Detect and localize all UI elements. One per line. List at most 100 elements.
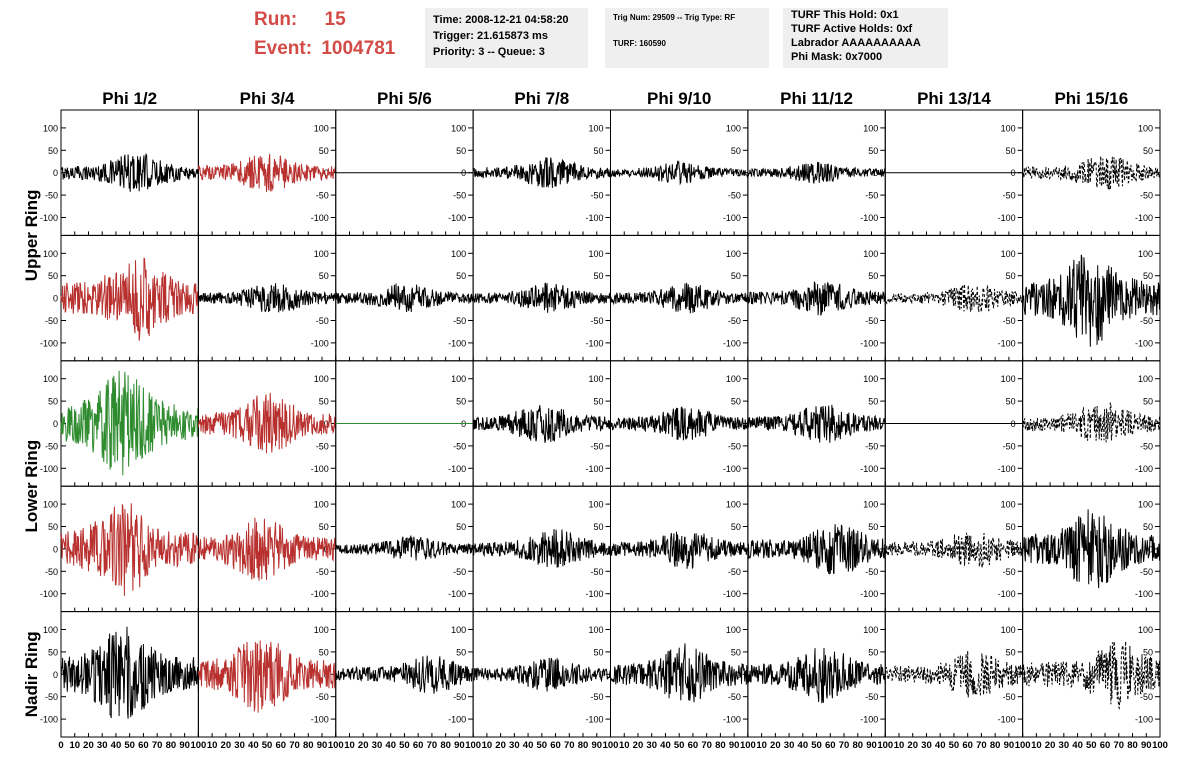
- y-tick-label: 100: [1001, 123, 1016, 133]
- y-tick-label: -50: [453, 316, 466, 326]
- x-tick-label: 80: [166, 740, 177, 751]
- x-tick-label: 50: [399, 740, 410, 751]
- x-tick-label: 20: [770, 740, 781, 751]
- x-tick-label: 70: [289, 740, 300, 751]
- x-tick-label: 10: [619, 740, 630, 751]
- x-tick-label: 70: [976, 740, 987, 751]
- x-tick-label: 10: [207, 740, 218, 751]
- y-tick-label: -100: [448, 589, 466, 599]
- x-tick-label: 70: [839, 740, 850, 751]
- waveform-trace: [747, 524, 886, 575]
- y-tick-label: -100: [998, 464, 1016, 474]
- y-tick-label: 50: [48, 271, 58, 281]
- x-tick-label: 40: [935, 740, 946, 751]
- waveform-trace: [60, 257, 199, 341]
- y-tick-label: 100: [1138, 249, 1153, 259]
- y-tick-label: -100: [585, 589, 603, 599]
- waveform-trace: [610, 406, 749, 441]
- y-tick-label: 50: [1143, 146, 1153, 156]
- y-tick-label: 0: [53, 670, 58, 680]
- y-tick-label: 0: [873, 670, 878, 680]
- y-tick-label: 0: [1148, 544, 1153, 554]
- y-tick-label: 0: [53, 544, 58, 554]
- y-tick-label: -50: [316, 191, 329, 201]
- waveform-trace: [610, 643, 749, 703]
- waveform-trace: [472, 529, 611, 568]
- x-tick-label: 60: [413, 740, 424, 751]
- y-tick-label: 0: [598, 670, 603, 680]
- y-tick-label: 50: [48, 647, 58, 657]
- labrador-line: Labrador AAAAAAAAAA: [791, 37, 921, 49]
- y-tick-label: -50: [590, 692, 603, 702]
- y-tick-label: -50: [1003, 316, 1016, 326]
- y-tick-label: -50: [45, 567, 58, 577]
- y-tick-label: 50: [1006, 146, 1016, 156]
- event-label-text: Event:: [254, 38, 313, 59]
- trig-info-box: Trig Num: 29509 -- Trig Type: RF TURF: 1…: [605, 8, 769, 68]
- y-tick-label: -50: [316, 567, 329, 577]
- y-tick-label: -100: [40, 213, 58, 223]
- y-tick-label: 50: [868, 397, 878, 407]
- y-tick-label: -50: [453, 191, 466, 201]
- y-tick-label: 100: [314, 374, 329, 384]
- x-tick-label: 30: [784, 740, 795, 751]
- x-tick-label: 10: [756, 740, 767, 751]
- y-tick-label: 100: [863, 123, 878, 133]
- x-tick-label: 40: [385, 740, 396, 751]
- waveform-trace: [60, 503, 199, 596]
- x-tick-label: 100: [328, 740, 344, 751]
- turf-info-box: TURF This Hold: 0x1 TURF Active Holds: 0…: [783, 8, 948, 68]
- y-tick-label: 100: [863, 374, 878, 384]
- y-tick-label: 50: [593, 397, 603, 407]
- y-tick-label: 50: [593, 647, 603, 657]
- waveform-trace: [472, 405, 611, 443]
- y-tick-label: -100: [723, 715, 741, 725]
- panel-r3-c4: 100 50 0 -50 -100: [472, 360, 611, 487]
- turf-hold-line: TURF This Hold: 0x1: [791, 9, 899, 21]
- x-tick-label: 10: [69, 740, 80, 751]
- y-tick-label: 100: [314, 500, 329, 510]
- y-tick-label: 100: [726, 374, 741, 384]
- y-tick-label: 100: [726, 249, 741, 259]
- y-tick-label: 0: [598, 419, 603, 429]
- waveform-trace: [610, 531, 749, 570]
- waveform-trace: [335, 655, 474, 694]
- x-tick-label: 90: [179, 740, 190, 751]
- y-tick-label: 100: [588, 249, 603, 259]
- y-tick-label: 100: [726, 500, 741, 510]
- panel-r2-c1: 100 50 0 -50 -100: [40, 234, 199, 362]
- y-tick-label: -50: [45, 441, 58, 451]
- y-tick-label: 50: [1006, 397, 1016, 407]
- y-tick-label: 100: [451, 249, 466, 259]
- y-tick-label: 50: [456, 647, 466, 657]
- run-number: 15: [324, 9, 346, 30]
- y-tick-label: -100: [585, 338, 603, 348]
- trig-num-line: Trig Num: 29509 -- Trig Type: RF: [613, 13, 736, 22]
- waveform-trace: [610, 160, 749, 186]
- x-tick-label: 80: [990, 740, 1001, 751]
- y-tick-label: -100: [448, 338, 466, 348]
- waveform-trace: [472, 157, 611, 189]
- y-tick-label: 100: [43, 374, 58, 384]
- x-tick-label: 90: [591, 740, 602, 751]
- y-tick-label: -50: [1003, 441, 1016, 451]
- y-tick-label: 50: [319, 647, 329, 657]
- x-tick-label: 10: [482, 740, 493, 751]
- y-tick-label: 50: [456, 271, 466, 281]
- y-tick-label: -50: [1003, 191, 1016, 201]
- y-tick-label: 100: [1138, 500, 1153, 510]
- y-tick-label: -100: [723, 338, 741, 348]
- x-tick-label: 0: [58, 740, 63, 751]
- y-tick-label: 100: [863, 500, 878, 510]
- waveform-trace: [1022, 254, 1161, 347]
- x-tick-label: 40: [798, 740, 809, 751]
- x-tick-label: 50: [811, 740, 822, 751]
- y-tick-label: -50: [1140, 316, 1153, 326]
- x-tick-label: 10: [344, 740, 355, 751]
